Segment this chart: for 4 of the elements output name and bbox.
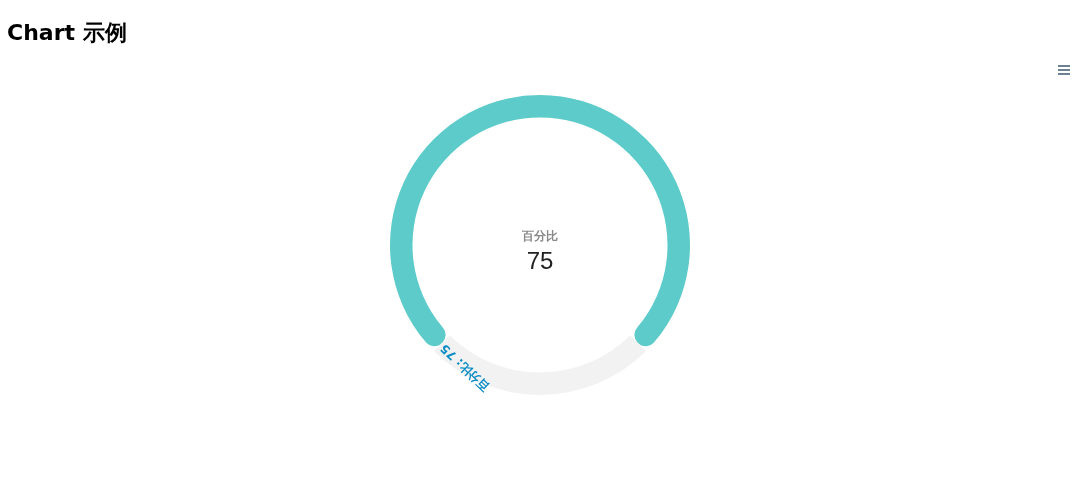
slice-label: 百分比 bbox=[521, 229, 558, 243]
text: 百分比: 75 bbox=[437, 341, 493, 395]
text: Chart 示例 bbox=[7, 19, 127, 47]
data-label: 75 bbox=[526, 247, 554, 274]
